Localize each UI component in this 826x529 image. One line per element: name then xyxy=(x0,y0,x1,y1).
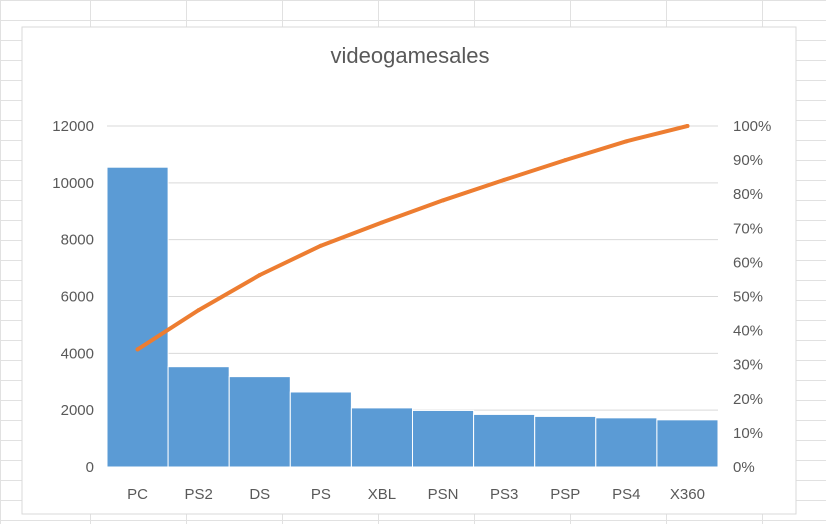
x-tick-label: PC xyxy=(127,486,148,503)
x-tick-label: PS4 xyxy=(612,486,640,503)
line-point-ps[interactable] xyxy=(318,243,323,248)
y-right-tick-label: 90% xyxy=(733,152,763,169)
line-point-x360[interactable] xyxy=(685,124,690,128)
bar-ps3[interactable] xyxy=(473,413,536,468)
x-tick-label: XBL xyxy=(368,486,396,503)
y-right-tick-label: 80% xyxy=(733,186,763,203)
bar-ds[interactable] xyxy=(228,376,291,468)
y-left-tick-label: 10000 xyxy=(52,175,94,192)
bar-ps2[interactable] xyxy=(167,366,230,468)
bar-psn[interactable] xyxy=(412,409,475,468)
x-tick-label: DS xyxy=(249,486,270,503)
y-left-tick-label: 12000 xyxy=(52,118,94,135)
x-tick-label: PS xyxy=(311,486,331,503)
line-point-xbl[interactable] xyxy=(379,220,384,225)
line-point-ps4[interactable] xyxy=(624,139,629,144)
line-point-pc[interactable] xyxy=(135,347,140,352)
x-tick-label: PSP xyxy=(550,486,580,503)
y-right-tick-label: 40% xyxy=(733,323,763,340)
y-right-tick-label: 100% xyxy=(733,118,771,135)
line-point-ps3[interactable] xyxy=(502,177,507,182)
bar-ps[interactable] xyxy=(289,391,352,468)
y-axis-secondary: 0% 10% 20% 30% 40% 50% 60% 70% 80% 90% 100% xyxy=(733,118,771,476)
x-tick-label: PS2 xyxy=(184,486,212,503)
bar-xbl[interactable] xyxy=(350,407,413,468)
bar-psp[interactable] xyxy=(534,415,597,468)
y-left-tick-label: 0 xyxy=(86,459,94,476)
y-left-tick-label: 6000 xyxy=(61,289,94,306)
y-right-tick-label: 10% xyxy=(733,425,763,442)
y-right-tick-label: 20% xyxy=(733,391,763,408)
x-axis: PC PS2 DS PS XBL PSN PS3 PSP PS4 X360 xyxy=(127,486,705,503)
chart-title: videogamesales xyxy=(331,43,490,68)
x-tick-label: X360 xyxy=(670,486,705,503)
line-point-ds[interactable] xyxy=(257,273,262,278)
y-right-tick-label: 70% xyxy=(733,220,763,237)
bar-ps4[interactable] xyxy=(595,417,658,468)
cumulative-line-series[interactable] xyxy=(135,124,690,352)
y-axis-primary: 0 2000 4000 6000 8000 10000 12000 xyxy=(52,118,94,476)
y-right-tick-label: 0% xyxy=(733,459,755,476)
y-right-tick-label: 30% xyxy=(733,357,763,374)
y-left-tick-label: 4000 xyxy=(61,345,94,362)
line-point-psp[interactable] xyxy=(563,158,568,163)
y-left-tick-label: 2000 xyxy=(61,402,94,419)
bar-pc[interactable] xyxy=(106,166,169,468)
bar-series[interactable] xyxy=(106,166,719,468)
bar-x360[interactable] xyxy=(656,419,719,468)
x-tick-label: PS3 xyxy=(490,486,518,503)
y-left-tick-label: 8000 xyxy=(61,232,94,249)
line-point-ps2[interactable] xyxy=(196,308,201,313)
y-right-tick-label: 50% xyxy=(733,289,763,306)
line-point-psn[interactable] xyxy=(441,198,446,203)
cumulative-percent-line[interactable] xyxy=(135,124,690,352)
x-tick-label: PSN xyxy=(428,486,459,503)
y-right-tick-label: 60% xyxy=(733,254,763,271)
